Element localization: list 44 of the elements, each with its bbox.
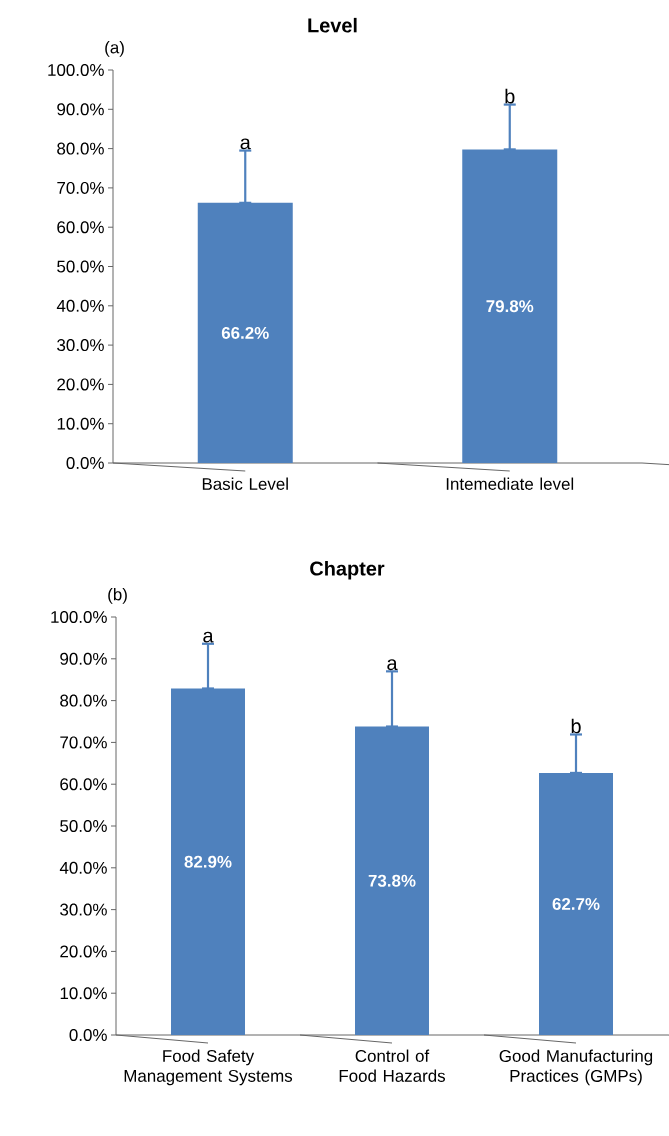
y-tick-label: 40.0% xyxy=(56,299,104,312)
y-tick-label: 90.0% xyxy=(57,103,104,116)
y-tick-label: 60.0% xyxy=(57,221,104,234)
y-tick-label: 90.0% xyxy=(60,652,107,665)
x-tick-label: Intemediate level xyxy=(446,477,574,490)
y-tick-label: 80.0% xyxy=(57,142,104,155)
y-tick-label: 30.0% xyxy=(57,339,104,352)
text: (a) xyxy=(105,41,124,57)
y-tick-label: 100.0% xyxy=(51,611,107,624)
annotation: a xyxy=(240,138,251,150)
y-tick-label: 10.0% xyxy=(57,417,104,430)
x-tick-label: Good Manufacturing Practices (GMPs) xyxy=(499,1049,653,1086)
annotation: a xyxy=(203,631,214,643)
chart-title: Level xyxy=(308,17,357,33)
x-tick-label: Food Safety Management Systems xyxy=(124,1049,293,1086)
annotation: a xyxy=(387,659,398,671)
y-tick-label: 50.0% xyxy=(60,820,107,833)
bar xyxy=(355,726,429,1036)
bar xyxy=(171,688,245,1036)
annotation: b xyxy=(571,718,581,734)
text: (b) xyxy=(108,588,127,604)
annotation: b xyxy=(505,88,515,104)
y-tick-label: 70.0% xyxy=(60,736,107,749)
y-tick-label: 80.0% xyxy=(60,694,107,707)
y-tick-label: 70.0% xyxy=(57,181,104,194)
y-tick-label: 40.0% xyxy=(59,861,107,874)
y-tick-label: 0.0% xyxy=(66,457,104,470)
data-label: 62.7% xyxy=(552,897,600,910)
bar xyxy=(539,772,613,1036)
y-tick-label: 20.0% xyxy=(57,378,104,391)
y-tick-label: 60.0% xyxy=(60,778,107,791)
y-tick-label: 30.0% xyxy=(60,903,107,916)
x-tick-label: Basic Level xyxy=(202,477,288,490)
x-tick-label: Control of Food Hazards xyxy=(339,1049,446,1082)
y-tick-label: 0.0% xyxy=(69,1029,107,1042)
data-label: 66.2% xyxy=(221,326,269,339)
y-tick-label: 10.0% xyxy=(60,987,107,1000)
y-tick-label: 100.0% xyxy=(48,64,104,76)
y-tick-label: 20.0% xyxy=(60,945,107,958)
chart-title: Chapter xyxy=(310,560,385,580)
data-label: 79.8% xyxy=(486,300,534,313)
data-label: 82.9% xyxy=(184,855,232,868)
y-tick-label: 50.0% xyxy=(57,260,104,273)
data-label: 73.8% xyxy=(368,874,416,887)
